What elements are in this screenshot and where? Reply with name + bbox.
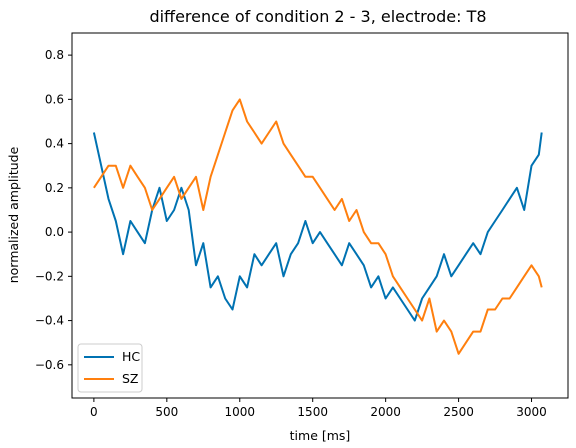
y-axis-label: normalized amplitude: [6, 146, 21, 283]
chart-title: difference of condition 2 - 3, electrode…: [149, 7, 486, 26]
x-axis-label: time [ms]: [290, 428, 351, 443]
x-tick-label: 500: [155, 405, 178, 419]
x-tick-label: 3000: [516, 405, 547, 419]
legend-label-hc: HC: [122, 349, 140, 364]
legend: HC SZ: [77, 343, 143, 393]
series-line-sz: [93, 98, 543, 355]
series-lines: [92, 98, 543, 355]
x-tick-label: 1500: [297, 405, 328, 419]
plot-area: [71, 32, 569, 399]
y-axis: −0.6 −0.4 −0.2 0.0 0.2 0.4 0.6 0.8: [35, 48, 72, 372]
y-tick-label: 0.4: [45, 137, 64, 151]
x-axis: 0 500 1000 1500 2000 2500 3000: [90, 398, 547, 419]
x-tick-label: 1000: [224, 405, 255, 419]
y-tick-label: −0.6: [35, 358, 64, 372]
x-tick-label: 2000: [370, 405, 401, 419]
y-tick-label: −0.4: [35, 314, 64, 328]
y-tick-label: 0.2: [45, 181, 64, 195]
y-tick-label: 0.0: [45, 225, 64, 239]
legend-label-sz: SZ: [122, 371, 139, 386]
y-tick-label: 0.8: [45, 48, 64, 62]
y-tick-label: −0.2: [35, 269, 64, 283]
x-tick-label: 2500: [443, 405, 474, 419]
series-line-hc: [92, 132, 543, 322]
x-tick-label: 0: [90, 405, 98, 419]
y-tick-label: 0.6: [45, 92, 64, 106]
